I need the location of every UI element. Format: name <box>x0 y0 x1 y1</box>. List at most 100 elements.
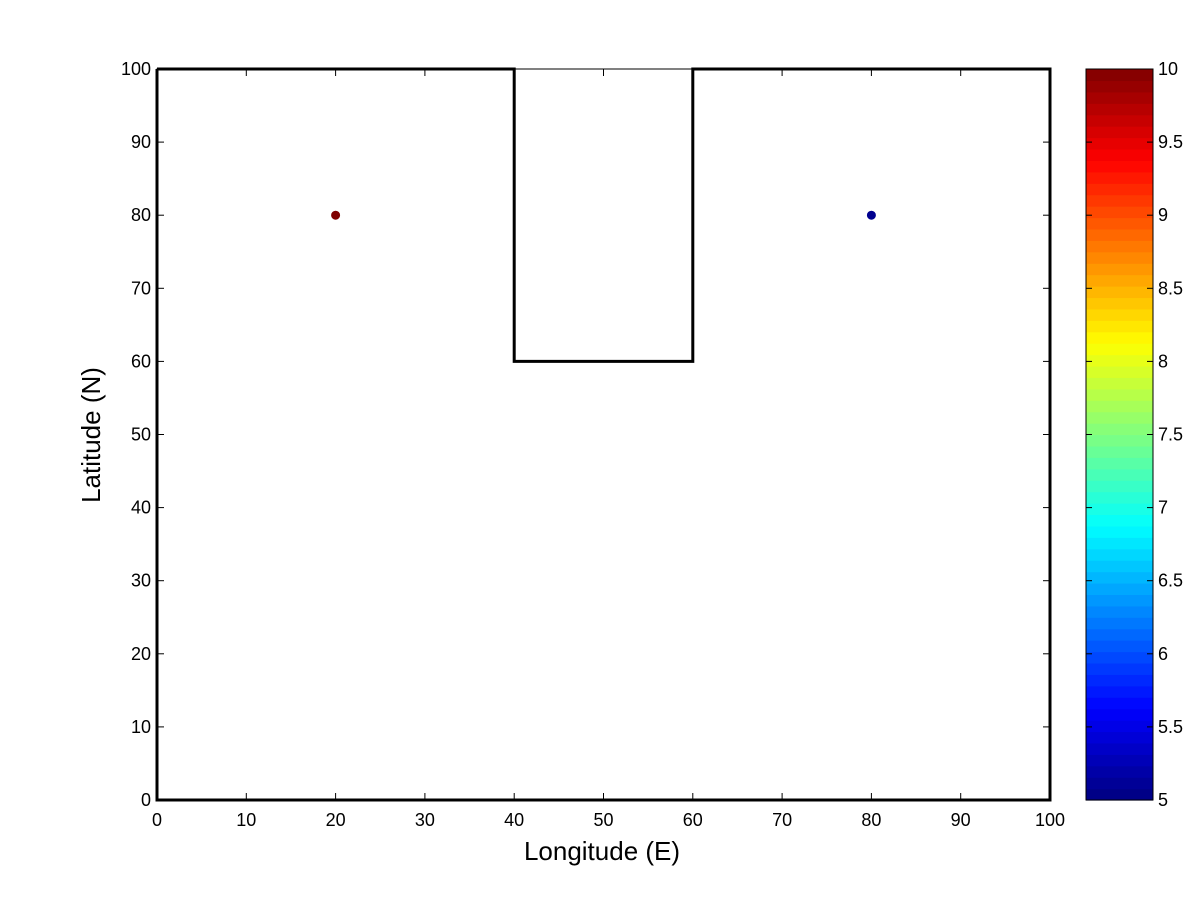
colorbar-swatch <box>1086 251 1153 264</box>
y-tick-label: 60 <box>131 351 151 371</box>
y-tick-label: 0 <box>141 790 151 810</box>
points-layer <box>331 210 876 220</box>
x-tick-label: 100 <box>1035 810 1065 830</box>
colorbar-tick-label: 8.5 <box>1158 278 1183 298</box>
colorbar-swatch <box>1086 411 1153 424</box>
colorbar-swatch <box>1086 731 1153 744</box>
x-tick-label: 60 <box>683 810 703 830</box>
x-tick-label: 30 <box>415 810 435 830</box>
y-tick-label: 50 <box>131 425 151 445</box>
colorbar-swatch <box>1086 777 1153 790</box>
y-tick-label: 100 <box>121 59 151 79</box>
colorbar-swatch <box>1086 148 1153 161</box>
colorbar-swatch <box>1086 331 1153 344</box>
colorbar-swatch <box>1086 388 1153 401</box>
colorbar-swatch <box>1086 571 1153 584</box>
colorbar-swatch <box>1086 423 1153 436</box>
colorbar-swatch <box>1086 640 1153 653</box>
y-tick-label: 90 <box>131 132 151 152</box>
colorbar-tick-label: 5.5 <box>1158 717 1183 737</box>
y-tick-label: 40 <box>131 498 151 518</box>
colorbar-swatch <box>1086 708 1153 721</box>
x-tick-label: 90 <box>951 810 971 830</box>
colorbar-swatch <box>1086 628 1153 641</box>
colorbar-swatch <box>1086 228 1153 241</box>
colorbar-swatch <box>1086 685 1153 698</box>
colorbar: 5 5.5 6 6.5 7 7.5 8 8.5 9 9.5 10 <box>1085 59 1183 810</box>
colorbar-tick-label: 5 <box>1158 790 1168 810</box>
colorbar-swatch <box>1086 137 1153 150</box>
colorbar-swatch <box>1086 491 1153 504</box>
colorbar-swatch <box>1086 365 1153 378</box>
colorbar-swatch <box>1086 594 1153 607</box>
data-point <box>331 210 341 220</box>
plot-axes: 0 10 20 30 40 50 60 70 80 90 100 0 10 20 30 40 50 60 70 80 9… <box>121 59 1065 830</box>
colorbar-swatch <box>1086 674 1153 687</box>
colorbar-swatch <box>1086 788 1153 801</box>
colorbar-swatch <box>1086 343 1153 356</box>
colorbar-swatch <box>1086 400 1153 413</box>
colorbar-swatch <box>1086 377 1153 390</box>
x-tick-label: 10 <box>236 810 256 830</box>
colorbar-swatch <box>1086 560 1153 573</box>
colorbar-swatch <box>1086 274 1153 287</box>
y-axis-label: Latitude (N) <box>76 367 106 503</box>
colorbar-tick-label: 7.5 <box>1158 425 1183 445</box>
colorbar-swatch <box>1086 720 1153 733</box>
colorbar-swatch <box>1086 91 1153 104</box>
colorbar-swatch <box>1086 308 1153 321</box>
colorbar-swatch <box>1086 206 1153 219</box>
colorbar-swatch <box>1086 765 1153 778</box>
y-tick-label: 30 <box>131 571 151 591</box>
axes-frame <box>156 68 1051 801</box>
colorbar-swatch <box>1086 217 1153 230</box>
colorbar-tick-label: 9 <box>1158 205 1168 225</box>
x-tick-label: 0 <box>152 810 162 830</box>
colorbar-swatch <box>1086 320 1153 333</box>
data-point <box>866 210 876 220</box>
colorbar-swatch <box>1086 434 1153 447</box>
colorbar-swatch <box>1086 537 1153 550</box>
y-tick-label: 70 <box>131 278 151 298</box>
colorbar-swatch <box>1086 445 1153 458</box>
colorbar-swatch <box>1086 605 1153 618</box>
colorbar-tick-label: 10 <box>1158 59 1178 79</box>
colorbar-swatch <box>1086 468 1153 481</box>
colorbar-swatch <box>1086 480 1153 493</box>
colorbar-swatch <box>1086 240 1153 253</box>
colorbar-swatch <box>1086 548 1153 561</box>
colorbar-swatch <box>1086 617 1153 630</box>
colorbar-swatch <box>1086 582 1153 596</box>
x-tick-label: 80 <box>861 810 881 830</box>
colorbar-swatch <box>1086 297 1153 310</box>
colorbar-swatch <box>1086 457 1153 470</box>
colorbar-swatch <box>1086 171 1153 184</box>
x-tick-label: 70 <box>772 810 792 830</box>
colorbar-swatch <box>1086 354 1153 367</box>
domain-boundary <box>155 67 1052 802</box>
colorbar-swatch <box>1086 194 1153 207</box>
x-tick-label: 40 <box>504 810 524 830</box>
x-tick-label: 20 <box>326 810 346 830</box>
colorbar-swatch <box>1086 80 1153 93</box>
colorbar-tick-label: 6.5 <box>1158 571 1183 591</box>
x-axis-label: Longitude (E) <box>524 836 680 866</box>
y-tick-label: 10 <box>131 717 151 737</box>
x-tick-label: 50 <box>593 810 613 830</box>
colorbar-swatch <box>1086 697 1153 710</box>
colorbar-swatch <box>1086 525 1153 538</box>
boundary-layer <box>155 67 1052 802</box>
colorbar-swatch <box>1086 263 1153 276</box>
colorbar-swatch <box>1086 160 1153 173</box>
colorbar-swatch <box>1086 183 1153 196</box>
colorbar-swatch <box>1086 651 1153 664</box>
colorbar-tick-label: 9.5 <box>1158 132 1183 152</box>
colorbar-swatch <box>1086 126 1153 139</box>
colorbar-swatch <box>1086 69 1153 82</box>
colorbar-swatch <box>1086 286 1153 299</box>
colorbar-swatch <box>1086 503 1153 516</box>
colorbar-swatch <box>1086 103 1153 116</box>
colorbar-swatch <box>1086 514 1153 527</box>
